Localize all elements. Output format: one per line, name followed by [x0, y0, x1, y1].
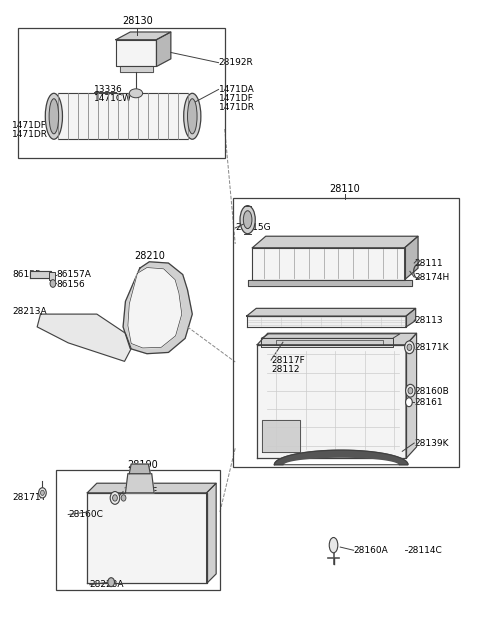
Circle shape [406, 385, 415, 397]
Circle shape [113, 495, 117, 501]
Text: 28160C: 28160C [68, 510, 103, 519]
Text: 28213A: 28213A [12, 307, 47, 316]
Ellipse shape [329, 538, 338, 553]
Ellipse shape [243, 211, 252, 229]
Text: 1471DF: 1471DF [12, 121, 47, 129]
Polygon shape [58, 94, 189, 139]
Text: 28190: 28190 [127, 460, 157, 470]
Text: 28130: 28130 [122, 15, 153, 26]
Ellipse shape [240, 206, 255, 234]
Text: 28114C: 28114C [407, 545, 442, 554]
Circle shape [38, 488, 46, 498]
Polygon shape [406, 308, 416, 327]
Circle shape [40, 490, 44, 495]
Bar [56, 470, 220, 590]
Text: 1471DR: 1471DR [218, 103, 254, 112]
Polygon shape [248, 279, 412, 286]
Polygon shape [262, 338, 393, 347]
Text: 28174H: 28174H [414, 272, 449, 281]
Text: 28171K: 28171K [414, 344, 449, 353]
Text: 13336: 13336 [95, 85, 123, 94]
Text: 28192R: 28192R [218, 58, 253, 67]
Text: 1471DF: 1471DF [218, 94, 253, 103]
Polygon shape [116, 32, 171, 40]
Text: 1471DR: 1471DR [12, 129, 48, 138]
Circle shape [405, 341, 414, 354]
Polygon shape [37, 314, 131, 362]
Circle shape [110, 492, 120, 504]
Text: 1471DA: 1471DA [218, 85, 254, 94]
Polygon shape [276, 340, 383, 345]
Polygon shape [206, 483, 216, 583]
Polygon shape [262, 420, 300, 452]
Text: 28171T: 28171T [12, 494, 46, 503]
Polygon shape [252, 247, 405, 279]
Polygon shape [262, 334, 400, 338]
Polygon shape [156, 32, 171, 67]
Polygon shape [247, 308, 416, 316]
Polygon shape [128, 267, 182, 348]
Bar [18, 28, 225, 158]
Polygon shape [252, 237, 418, 247]
Polygon shape [405, 237, 418, 279]
Circle shape [121, 495, 126, 501]
Ellipse shape [49, 99, 59, 134]
Ellipse shape [184, 94, 201, 139]
Text: 28117F: 28117F [271, 356, 305, 365]
Polygon shape [247, 316, 406, 327]
Text: 86155: 86155 [12, 270, 41, 279]
Ellipse shape [129, 89, 143, 98]
Ellipse shape [188, 99, 197, 134]
Polygon shape [87, 483, 216, 493]
Text: 28161: 28161 [414, 397, 443, 406]
Polygon shape [125, 474, 154, 493]
Text: 28115G: 28115G [235, 224, 271, 233]
Text: 28110: 28110 [330, 184, 360, 194]
Polygon shape [406, 333, 417, 458]
Text: 28210: 28210 [134, 251, 165, 260]
Polygon shape [129, 464, 150, 474]
Text: 28112: 28112 [271, 365, 300, 374]
Text: 28139K: 28139K [414, 438, 449, 447]
Circle shape [406, 397, 412, 406]
Text: 28161E: 28161E [123, 487, 157, 496]
Text: 28223A: 28223A [90, 580, 124, 589]
Circle shape [407, 344, 412, 351]
Polygon shape [120, 67, 153, 72]
Polygon shape [123, 262, 192, 354]
Bar [233, 198, 458, 467]
Polygon shape [257, 345, 406, 458]
Text: 1471CW: 1471CW [95, 94, 132, 103]
Text: 28111: 28111 [414, 258, 443, 267]
Text: 28160A: 28160A [354, 545, 388, 554]
Polygon shape [275, 450, 408, 465]
Text: 28113: 28113 [414, 316, 443, 325]
Text: 28160B: 28160B [414, 387, 449, 397]
Circle shape [50, 279, 56, 287]
Bar [49, 272, 55, 279]
Ellipse shape [45, 94, 62, 139]
Text: 86157A: 86157A [56, 270, 91, 279]
Polygon shape [116, 40, 156, 67]
Polygon shape [30, 271, 51, 278]
Circle shape [408, 388, 413, 394]
Polygon shape [257, 333, 417, 345]
Text: 86156: 86156 [56, 279, 85, 288]
Polygon shape [87, 493, 206, 583]
Circle shape [108, 578, 115, 587]
